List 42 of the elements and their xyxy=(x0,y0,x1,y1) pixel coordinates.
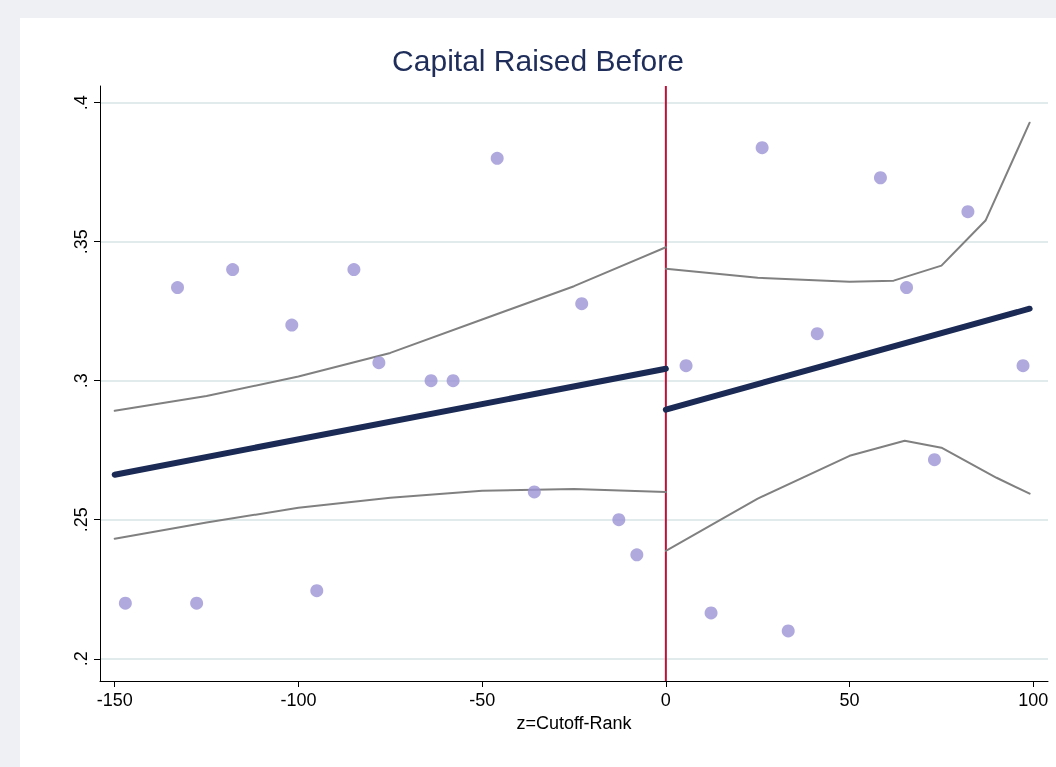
point xyxy=(424,374,438,388)
chart-title: Capital Raised Before xyxy=(392,43,684,77)
line-series xyxy=(664,121,1031,283)
point xyxy=(310,584,324,598)
line-series xyxy=(113,487,667,540)
y-tick-label: .3 xyxy=(71,373,91,389)
x-tick-label: -50 xyxy=(469,690,496,710)
point xyxy=(1016,359,1030,373)
point xyxy=(900,281,914,295)
y-tick-label: .2 xyxy=(71,651,91,667)
line-series xyxy=(664,439,1031,552)
x-tick-label: -100 xyxy=(280,690,317,710)
point xyxy=(118,596,132,610)
point xyxy=(927,453,941,467)
point xyxy=(226,263,240,276)
point xyxy=(679,359,693,373)
line-series xyxy=(113,246,667,412)
y-tick-label: .4 xyxy=(71,95,91,111)
point xyxy=(285,318,299,332)
y-tick-label: .25 xyxy=(71,507,91,533)
point xyxy=(575,297,589,311)
point xyxy=(347,263,361,276)
point xyxy=(372,356,386,370)
point xyxy=(873,171,887,185)
point xyxy=(630,548,644,562)
point xyxy=(490,151,504,165)
point xyxy=(612,513,626,527)
point xyxy=(446,374,460,388)
x-tick-label: 100 xyxy=(1018,690,1049,710)
point xyxy=(961,205,975,219)
point xyxy=(527,485,541,499)
x-tick-label: 0 xyxy=(660,690,671,710)
point xyxy=(704,606,718,620)
x-tick-label: -150 xyxy=(96,690,133,710)
point xyxy=(190,596,204,610)
x-axis-title: z=Cutoff-Rank xyxy=(516,712,633,733)
y-tick-label: .35 xyxy=(71,229,91,255)
point xyxy=(810,327,824,341)
point xyxy=(755,141,769,155)
point xyxy=(781,624,795,638)
x-tick-label: 50 xyxy=(839,690,860,710)
point xyxy=(171,281,185,295)
